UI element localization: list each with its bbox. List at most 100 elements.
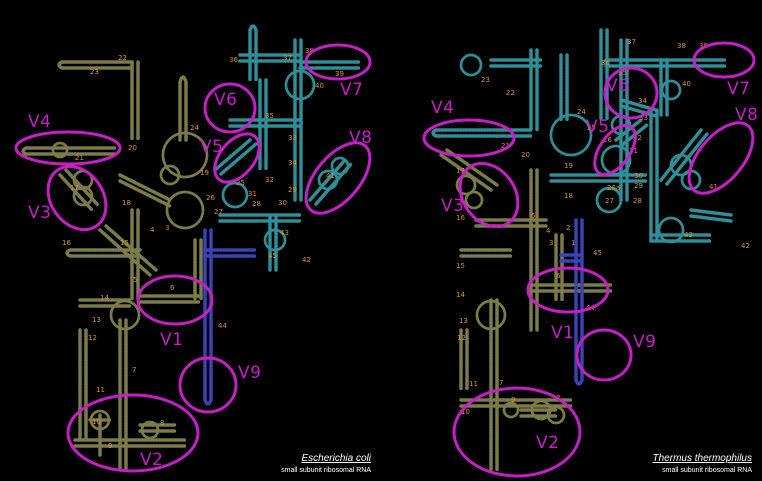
helix-number: 32 (633, 134, 642, 142)
v1-label: V1 (160, 330, 184, 350)
helix-number: 38 (305, 47, 314, 55)
helix-number: 1 (571, 239, 575, 247)
helix-number: 26 (206, 194, 215, 202)
helix-number: 41 (709, 183, 718, 191)
helix-number: 14 (100, 294, 109, 302)
helix-number: 10 (92, 418, 101, 426)
helix-number: 9 (511, 396, 515, 404)
helix-number: 43 (280, 229, 289, 237)
thermus-3prime-major-domain (431, 28, 733, 243)
helix-number: 29 (288, 186, 297, 194)
v4-ellipse (14, 130, 122, 166)
helix-number: 26 (603, 136, 612, 144)
v7-label: V7 (727, 79, 751, 99)
helix-number: 3 (549, 239, 553, 247)
v4-label: V4 (431, 98, 455, 118)
helix-number: 7 (499, 379, 503, 387)
ecoli-helix-numbers: 22 21 23 24 19 17 18 16 15 14 13 12 11 1… (62, 47, 344, 450)
helix-number: 24 (577, 108, 586, 116)
v6-label: V6 (606, 76, 630, 96)
helix-number: 45 (268, 252, 277, 260)
thermus-highlight-ellipses (422, 41, 756, 478)
helix-number: 25 (236, 179, 245, 187)
helix-number: 34 (288, 159, 297, 167)
v4-label: V4 (28, 112, 52, 132)
v9-label: V9 (238, 363, 262, 383)
helix-number: 37 (627, 38, 636, 46)
helix-number: 42 (302, 256, 311, 264)
ecoli-highlight-ellipses (14, 43, 372, 473)
v9-label: V9 (633, 332, 657, 352)
helix-number: 37 (283, 54, 292, 62)
helix-number: 19 (564, 162, 573, 170)
v7-ellipse (692, 41, 756, 79)
helix-number: 18 (564, 192, 573, 200)
v8-ellipse (687, 121, 755, 195)
v3-ellipse (46, 164, 108, 232)
helix-number: 19 (200, 169, 209, 177)
helix-number: 9 (108, 442, 112, 450)
helix-number: 20 (128, 144, 137, 152)
helix-number: 5 (531, 212, 535, 220)
helix-number: 39 (335, 70, 344, 78)
v3-label: V3 (441, 196, 465, 216)
helix-number: 5 (133, 276, 137, 284)
ecoli-structure-diagram: 22 21 23 24 19 17 18 16 15 14 13 12 11 1… (14, 24, 372, 473)
helix-number: 14 (456, 291, 465, 299)
helix-number: 38 (677, 42, 686, 50)
thermus-3prime-loops (459, 53, 702, 244)
helix-number: 15 (120, 239, 129, 247)
helix-number: 28 (633, 197, 642, 205)
thermus-panel: 23 22 21 20 19 24 25 26 26a 27 28 29 30 … (381, 0, 762, 481)
helix-number: 24 (190, 124, 199, 132)
helix-number: 11 (96, 386, 105, 394)
helix-number: 12 (88, 334, 97, 342)
helix-number: 4 (150, 226, 155, 234)
species-subtitle: small subunit ribosomal RNA (281, 467, 371, 474)
v5-label: V5 (586, 117, 610, 137)
v2-label: V2 (140, 450, 164, 470)
helix-number: 36 (229, 56, 238, 64)
helix-number: 33 (639, 114, 648, 122)
v1-ellipse (136, 274, 214, 326)
helix-number: 11 (469, 380, 478, 388)
helix-number: 6 (170, 284, 175, 292)
thermus-3prime-minor-domain (559, 218, 584, 386)
helix-number: 32 (265, 176, 274, 184)
helix-number: 41 (326, 172, 335, 180)
helix-number: 27 (214, 208, 223, 216)
helix-number: 12 (457, 334, 466, 342)
helix-number: 26a (607, 184, 620, 192)
helix-number: 44 (218, 322, 227, 330)
helix-number: 10 (461, 408, 470, 416)
helix-number: 35 (265, 112, 274, 120)
ecoli-panel: 22 21 23 24 19 17 18 16 15 14 13 12 11 1… (14, 24, 372, 474)
v4-ellipse (422, 118, 516, 158)
helix-number: 42 (741, 242, 750, 250)
helix-number: 22 (118, 54, 127, 62)
helix-number: 45 (593, 249, 602, 257)
v7-label: V7 (340, 80, 364, 100)
helix-number: 31 (248, 190, 257, 198)
v5-label: V5 (200, 137, 224, 157)
helix-number: 40 (682, 80, 691, 88)
helix-number: 17 (456, 167, 465, 175)
helix-number: 28 (252, 200, 261, 208)
helix-number: 13 (459, 317, 468, 325)
v5-ellipse (593, 124, 637, 176)
helix-number: 43 (684, 231, 693, 239)
helix-number: 16 (456, 214, 465, 222)
helix-number: 30 (634, 172, 643, 180)
helix-number: 25 (587, 124, 596, 132)
v1-ellipse (526, 266, 610, 314)
helix-number: 6 (556, 272, 561, 280)
v9-ellipse (575, 328, 633, 382)
helix-number: 20 (521, 151, 530, 159)
helix-number: 13 (92, 316, 101, 324)
helix-number: 33 (288, 134, 297, 142)
ecoli-teal-loops (221, 69, 350, 252)
v2-ellipse (66, 393, 200, 473)
v1-label: V1 (551, 323, 575, 343)
v3-label: V3 (28, 203, 52, 223)
helix-number: 27 (605, 197, 614, 205)
